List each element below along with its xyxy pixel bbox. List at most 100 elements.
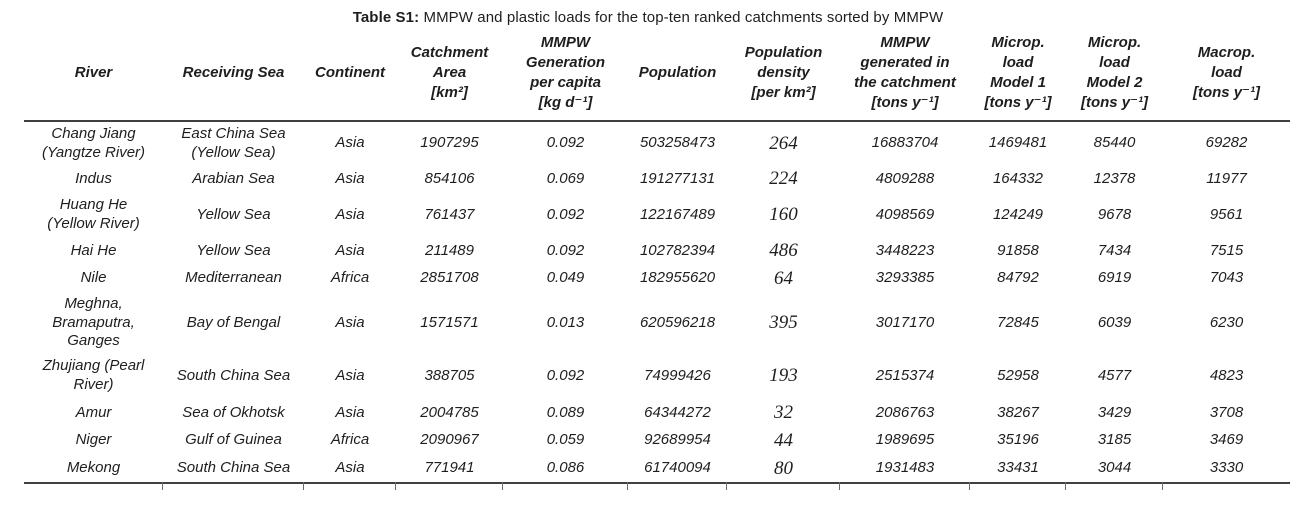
cell-population-density: 80 — [726, 454, 840, 490]
cell-population-density: 160 — [769, 204, 798, 226]
cell-continent: Asia — [335, 366, 365, 384]
cell-catchment-area: 211489 — [425, 241, 474, 259]
cell-catchment-area: 771941 — [395, 454, 503, 490]
cell-population-density: 264 — [769, 132, 798, 154]
cell-population-density: 44 — [774, 429, 793, 451]
cell-catchment-area: 1907295 — [420, 134, 479, 152]
cell-catchment-area: 854106 — [424, 169, 475, 187]
column-header-microp-load-model1: Microp. load Model 1 [tons y⁻¹] — [970, 31, 1066, 122]
cell-population-density: 193 — [769, 365, 798, 387]
cell-continent: Asia — [335, 403, 365, 421]
column-header-continent: Continent — [304, 31, 396, 122]
cell-microp-model2: 4577 — [1097, 366, 1132, 384]
cell-river: Meghna, Bramaputra, Ganges — [52, 294, 135, 350]
table-row: Amur Sea of Okhotsk Asia 2004785 0.089 6… — [24, 399, 1290, 427]
cell-population-density: 32 — [774, 402, 793, 423]
column-header-receiving-sea: Receiving Sea — [163, 31, 304, 122]
cell-receiving-sea: Gulf of Guinea — [185, 431, 282, 449]
cell-population-density: 395 — [769, 312, 798, 333]
cell-population: 74999426 — [644, 366, 711, 384]
cell-mmpw-per-capita: 0.092 — [546, 205, 585, 223]
cell-microp-model2: 3185 — [1097, 431, 1132, 449]
cell-mmpw-catchment: 3293385 — [875, 269, 935, 287]
cell-microp-model1: 164332 — [992, 169, 1044, 187]
cell-microp-model1: 38267 — [997, 403, 1039, 421]
cell-microp-model2: 85440 — [1093, 134, 1136, 152]
table-caption: Table S1: MMPW and plastic loads for the… — [0, 0, 1296, 27]
cell-river: Hai He — [70, 241, 117, 259]
table-row: Niger Gulf of Guinea Africa 2090967 0.05… — [24, 427, 1290, 455]
cell-continent: Africa — [330, 431, 370, 449]
cell-mmpw-catchment: 3448223 — [875, 241, 935, 259]
table-row: Huang He (Yellow River) Yellow Sea Asia … — [24, 193, 1290, 237]
column-header-mmpw-per-capita: MMPW Generation per capita [kg d⁻¹] — [503, 31, 628, 122]
cell-continent: Asia — [303, 454, 396, 490]
cell-mmpw-per-capita: 0.092 — [546, 366, 585, 384]
cell-population-density: 486 — [769, 240, 798, 261]
cell-catchment-area: 2004785 — [420, 403, 479, 421]
cell-mmpw-per-capita: 0.092 — [546, 134, 585, 152]
cell-mmpw-catchment: 16883704 — [871, 134, 939, 152]
cell-macrop-load: 3469 — [1209, 431, 1244, 449]
cell-mmpw-per-capita: 0.069 — [546, 169, 585, 187]
cell-mmpw-per-capita: 0.059 — [546, 431, 585, 449]
cell-river: Chang Jiang (Yangtze River) — [41, 124, 146, 161]
cell-continent: Asia — [335, 134, 365, 152]
column-header-population: Population — [628, 31, 727, 122]
table-row: Nile Mediterranean Africa 2851708 0.049 … — [24, 265, 1290, 293]
column-header-macrop-load: Macrop. load [tons y⁻¹] — [1163, 31, 1290, 122]
cell-microp-model2: 9678 — [1097, 205, 1132, 223]
cell-microp-model1: 35196 — [997, 431, 1039, 449]
cell-macrop-load: 11977 — [1206, 169, 1247, 187]
cell-continent: Africa — [330, 269, 370, 287]
table-caption-text: MMPW and plastic loads for the top-ten r… — [419, 9, 944, 26]
cell-microp-model2: 3044 — [1065, 454, 1163, 490]
cell-population: 102782394 — [639, 241, 716, 259]
cell-mmpw-catchment: 3017170 — [875, 313, 935, 331]
cell-population: 620596218 — [639, 313, 716, 331]
cell-receiving-sea: Arabian Sea — [192, 169, 275, 187]
column-header-population-density: Population density [per km²] — [727, 31, 840, 122]
cell-mmpw-catchment: 2515374 — [875, 366, 935, 384]
cell-mmpw-per-capita: 0.089 — [546, 403, 585, 421]
cell-microp-model2: 12378 — [1093, 169, 1136, 187]
cell-microp-model1: 33431 — [969, 454, 1066, 490]
cell-mmpw-catchment: 1931483 — [839, 454, 970, 490]
table-caption-label: Table S1: — [352, 9, 420, 26]
cell-catchment-area: 1571571 — [420, 313, 479, 331]
cell-population: 182955620 — [639, 269, 716, 287]
cell-population: 122167489 — [639, 205, 716, 223]
cell-receiving-sea: Yellow Sea — [196, 205, 271, 223]
table-row: Meghna, Bramaputra, Ganges Bay of Bengal… — [24, 293, 1290, 353]
table-row: Mekong South China Sea Asia 771941 0.086… — [24, 454, 1290, 490]
cell-mmpw-per-capita: 0.013 — [546, 313, 585, 331]
cell-continent: Asia — [335, 313, 365, 331]
cell-population: 61740094 — [627, 454, 727, 490]
cell-receiving-sea: Bay of Bengal — [186, 313, 281, 331]
table-row: Indus Arabian Sea Asia 854106 0.069 1912… — [24, 165, 1290, 193]
cell-river: Amur — [75, 403, 112, 421]
cell-macrop-load: 69282 — [1205, 134, 1248, 152]
cell-receiving-sea: Yellow Sea — [196, 241, 271, 259]
cell-macrop-load: 3708 — [1209, 403, 1244, 421]
cell-microp-model2: 3429 — [1097, 403, 1132, 421]
cell-population: 503258473 — [639, 134, 716, 152]
cell-macrop-load: 9561 — [1209, 205, 1244, 223]
cell-river: Indus — [75, 169, 112, 187]
cell-mmpw-catchment: 2086763 — [875, 403, 935, 421]
header-row: River Receiving Sea Continent Catchment … — [24, 31, 1290, 122]
cell-microp-model1: 91858 — [997, 241, 1039, 259]
cell-mmpw-catchment: 4098569 — [875, 205, 935, 223]
cell-microp-model1: 1469481 — [988, 134, 1048, 152]
cell-microp-model1: 52958 — [997, 366, 1039, 384]
cell-microp-model2: 6039 — [1097, 313, 1132, 331]
cell-river: Zhujiang (Pearl River) — [42, 357, 145, 393]
cell-catchment-area: 761437 — [424, 205, 475, 223]
cell-receiving-sea: Sea of Okhotsk — [182, 403, 285, 421]
cell-macrop-load: 4823 — [1209, 366, 1244, 384]
cell-macrop-load: 7515 — [1209, 241, 1244, 259]
cell-microp-model2: 7434 — [1097, 241, 1132, 259]
cell-receiving-sea: East China Sea (Yellow Sea) — [181, 124, 286, 161]
cell-microp-model1: 84792 — [997, 269, 1039, 287]
column-header-catchment-area: Catchment Area [km²] — [396, 31, 503, 122]
